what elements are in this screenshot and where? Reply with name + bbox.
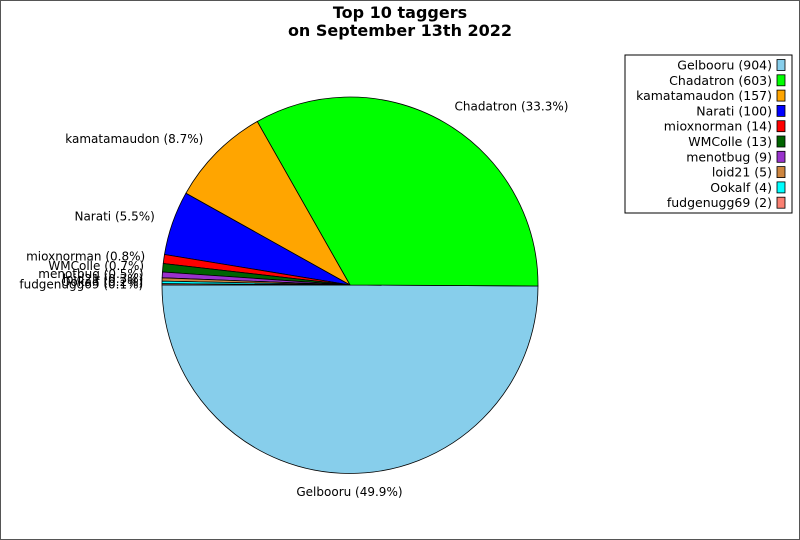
legend-label: Ookalf (4) bbox=[710, 180, 772, 195]
pie-slice-chadatron bbox=[256, 96, 539, 287]
legend-label: Narati (100) bbox=[696, 103, 772, 118]
pie-label-narati: Narati (5.5%) bbox=[74, 210, 154, 224]
legend-label: Chadatron (603) bbox=[669, 73, 772, 88]
chart-title-line-1: Top 10 taggers bbox=[333, 3, 467, 22]
legend-label: mioxnorman (14) bbox=[664, 119, 772, 134]
legend-swatch bbox=[776, 120, 786, 133]
pie-label-chadatron: Chadatron (33.3%) bbox=[455, 100, 569, 114]
legend-swatch bbox=[776, 166, 786, 179]
legend-swatch bbox=[776, 89, 786, 102]
legend-label: Gelbooru (904) bbox=[677, 58, 772, 73]
legend-swatch bbox=[776, 135, 786, 148]
legend: Gelbooru (904)Chadatron (603)kamatamaudo… bbox=[624, 54, 793, 214]
pie-label-gelbooru: Gelbooru (49.9%) bbox=[296, 485, 402, 499]
legend-swatch bbox=[776, 181, 786, 194]
legend-entries: Gelbooru (904)Chadatron (603)kamatamaudo… bbox=[636, 58, 786, 210]
legend-swatch bbox=[776, 150, 786, 163]
pie-label-menotbug: menotbug (0.5%) bbox=[38, 267, 143, 281]
pie-slice-fudgenugg69 bbox=[161, 283, 351, 286]
pie-slice-kamatamaudon bbox=[185, 121, 351, 286]
chart-title-line-2: on September 13th 2022 bbox=[288, 21, 512, 40]
legend-label: fudgenugg69 (2) bbox=[667, 195, 772, 210]
legend-label: WMColle (13) bbox=[688, 134, 772, 149]
legend-swatch bbox=[776, 59, 786, 71]
pie-slices bbox=[161, 96, 539, 474]
pie-label-fudgenugg69: fudgenugg69 (0.1%) bbox=[19, 277, 143, 291]
legend-box bbox=[624, 54, 793, 214]
legend-label: menotbug (9) bbox=[686, 149, 772, 164]
legend-swatch bbox=[776, 196, 786, 209]
legend-label: kamatamaudon (157) bbox=[636, 88, 772, 103]
pie-label-kamatamaudon: kamatamaudon (8.7%) bbox=[65, 132, 203, 146]
pie-labels: Gelbooru (49.9%) Chadatron (33.3%) kamatam… bbox=[19, 100, 568, 499]
legend-label: loid21 (5) bbox=[712, 165, 772, 180]
pie-label-loid21: loid21 (0.3%) bbox=[63, 272, 144, 286]
pie-label-wmcolle: WMColle (0.7%) bbox=[48, 259, 144, 273]
pie-label-mioxnorman: mioxnorman (0.8%) bbox=[26, 249, 145, 263]
legend-swatch bbox=[776, 105, 786, 117]
pie-label-ookalf: Ookalf (0.2%) bbox=[61, 275, 143, 289]
pie-slice-gelbooru bbox=[161, 284, 539, 474]
legend-swatch bbox=[776, 74, 786, 87]
